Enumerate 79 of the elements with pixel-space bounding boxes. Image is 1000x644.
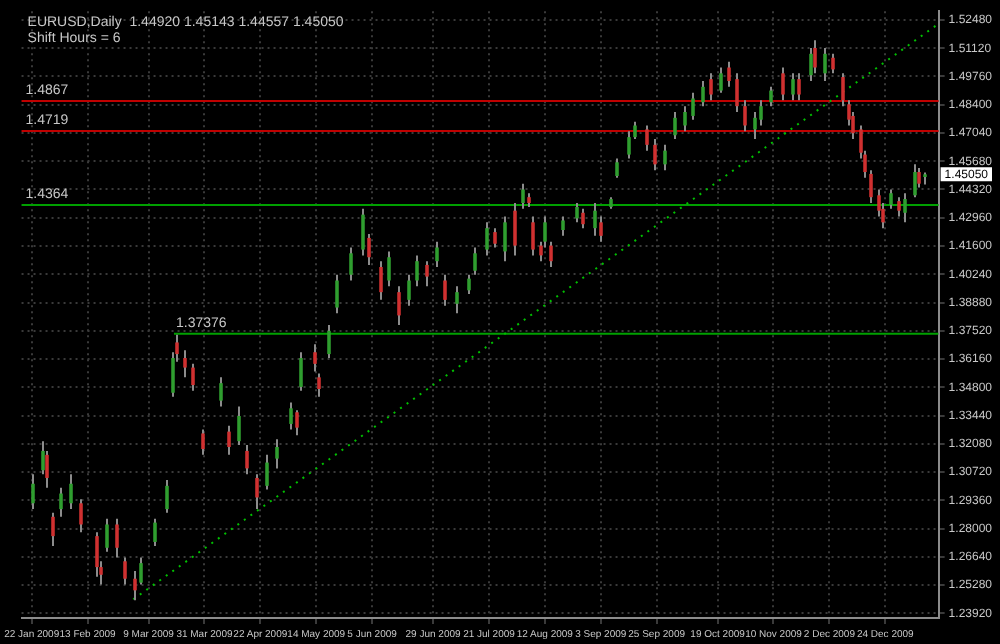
candlestick (407, 273, 411, 307)
candlestick (521, 182, 525, 210)
candlestick (485, 221, 489, 257)
candlestick (791, 72, 795, 102)
candlestick (165, 479, 169, 514)
candlestick (443, 273, 447, 307)
candlestick (245, 444, 249, 476)
candlestick (769, 85, 773, 108)
candlestick (265, 453, 269, 491)
candlestick (781, 66, 785, 102)
candlestick (435, 240, 439, 269)
candlestick (69, 473, 73, 511)
candlestick (317, 372, 321, 398)
candlestick (653, 138, 657, 172)
candlestick (823, 46, 827, 83)
candlestick (219, 376, 223, 408)
candlestick (581, 207, 585, 230)
candlestick (349, 246, 353, 282)
candlestick (709, 72, 713, 102)
candlestick (51, 511, 55, 547)
candlestick (691, 91, 695, 121)
candlestick (673, 110, 677, 140)
candlestick (289, 401, 293, 431)
candlestick (153, 517, 157, 547)
candlestick (123, 556, 127, 586)
candlestick (645, 124, 649, 152)
candlestick (727, 60, 731, 88)
candlestick (467, 273, 471, 296)
candlestick (903, 192, 907, 224)
candlestick (719, 66, 723, 94)
candlestick (735, 72, 739, 113)
candlestick (913, 163, 917, 199)
candlestick (503, 215, 507, 263)
candlestick (59, 486, 63, 518)
candlestick (513, 202, 517, 257)
candlestick (255, 473, 259, 511)
candlestick (105, 517, 109, 553)
candlestick (201, 428, 205, 456)
candlestick (191, 362, 195, 392)
candlestick (237, 405, 241, 447)
candlestick (473, 246, 477, 276)
candlestick (831, 52, 835, 75)
candlestick (797, 72, 801, 102)
candlestick (809, 46, 813, 83)
candlestick (227, 424, 231, 456)
candlestick (397, 285, 401, 326)
candlestick (743, 99, 747, 133)
candlestick (627, 130, 631, 160)
candlestick (897, 196, 901, 218)
candlestick (455, 285, 459, 315)
candlestick (615, 157, 619, 179)
candlestick (335, 273, 339, 315)
candlestick (561, 215, 565, 237)
candlestick (45, 449, 49, 489)
candlestick (813, 39, 817, 75)
candlestick (327, 323, 331, 360)
candlestick (683, 105, 687, 133)
candlestick (387, 250, 391, 288)
candlestick (183, 349, 187, 379)
candlestick (701, 80, 705, 108)
candlestick (295, 409, 299, 437)
candlestick (425, 260, 429, 288)
candlestick (31, 473, 35, 511)
candlestick (575, 202, 579, 224)
candlestick (415, 254, 419, 288)
candlestick (115, 517, 119, 559)
candlestick (889, 188, 893, 210)
candlestick (593, 202, 597, 237)
candlestick (275, 438, 279, 470)
candlestick (917, 167, 921, 189)
candlestick (313, 343, 317, 373)
candlestick (493, 227, 497, 249)
candlestick (361, 207, 365, 257)
candlestick (663, 143, 667, 172)
candlestick (95, 531, 99, 578)
candlestick (379, 260, 383, 301)
candlestick (79, 498, 83, 534)
candlestick (299, 351, 303, 392)
candlestick (531, 215, 535, 257)
